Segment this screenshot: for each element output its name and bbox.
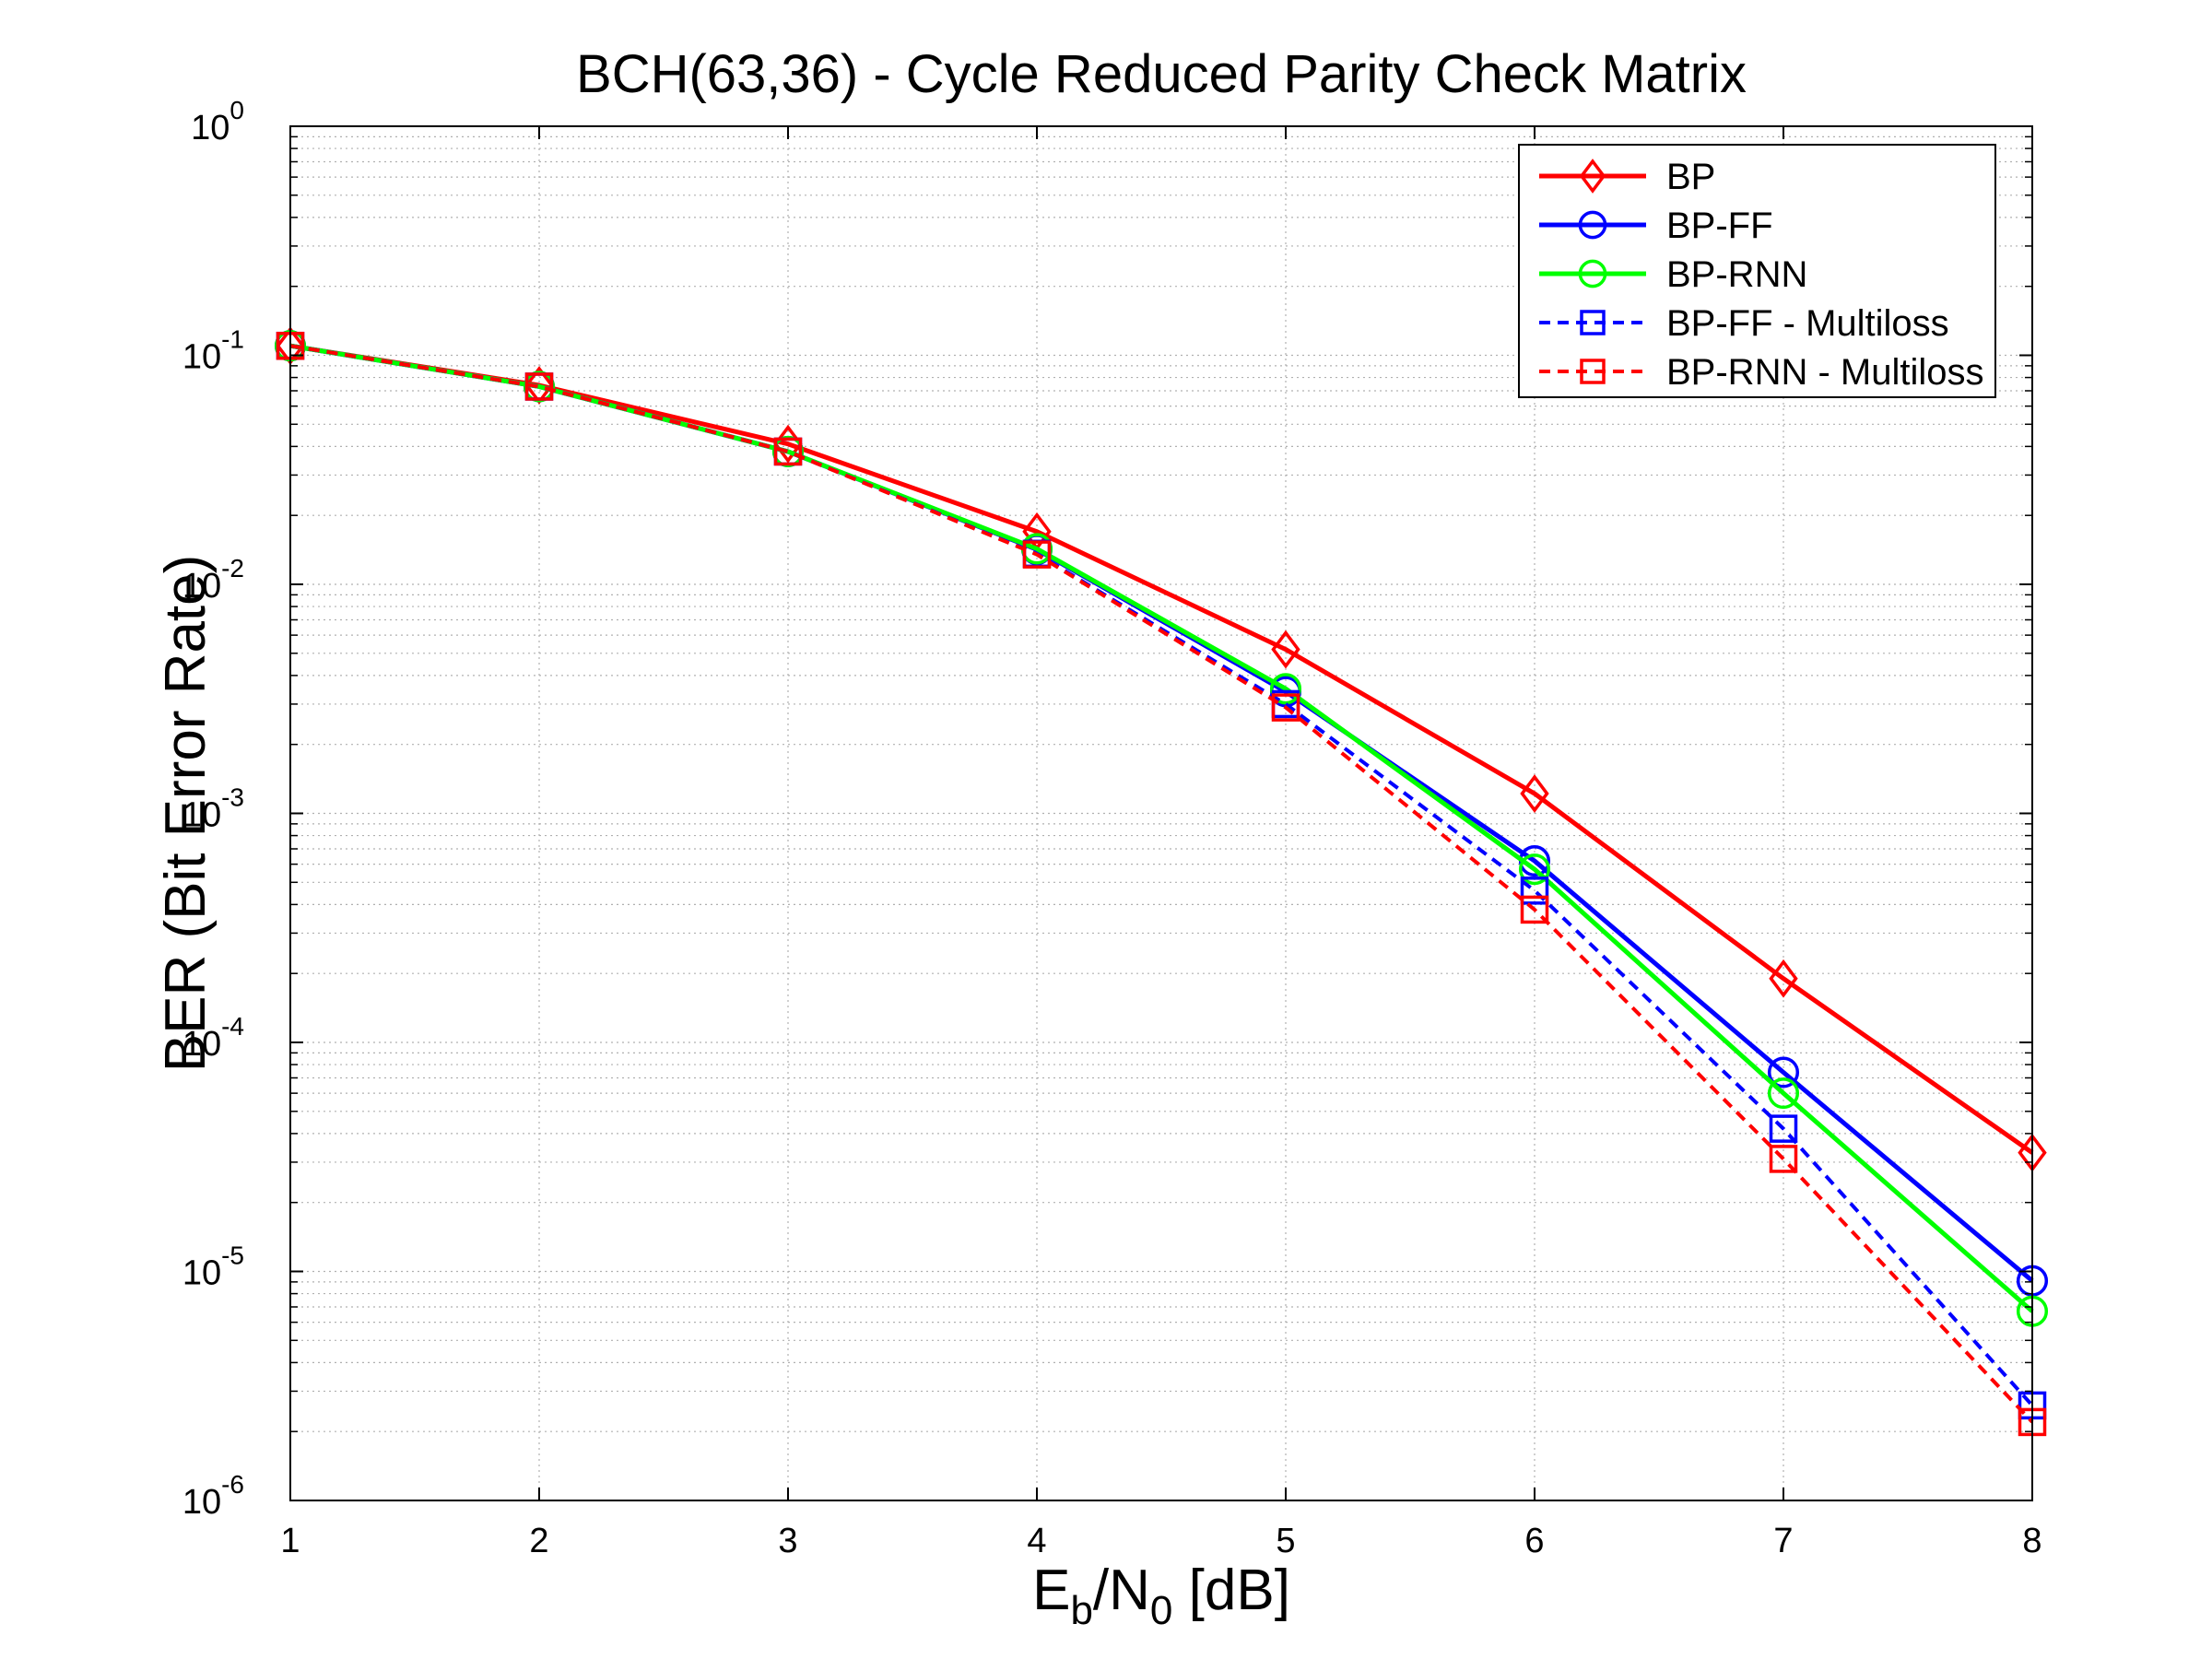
data-point xyxy=(1520,895,1549,924)
x-label-mid: /N xyxy=(1093,1559,1150,1622)
x-tick-label: 7 xyxy=(1773,1522,1793,1560)
x-tick-label: 1 xyxy=(280,1522,300,1560)
chart-title: BCH(63,36) - Cycle Reduced Parity Check … xyxy=(576,44,1747,104)
series-line xyxy=(289,343,2034,1155)
x-label-sub1: b xyxy=(1070,1588,1092,1633)
legend-marker xyxy=(1580,310,1606,335)
x-label-main: E xyxy=(1032,1559,1070,1622)
x-tick-label: 5 xyxy=(1276,1522,1295,1560)
data-point xyxy=(771,435,805,467)
legend-item: BP-RNN - Multiloss xyxy=(1539,352,1983,393)
x-tick-label: 2 xyxy=(529,1522,548,1560)
legend-item: BP-FF xyxy=(1539,206,1773,246)
x-tick-label: 6 xyxy=(1524,1522,1544,1560)
data-point xyxy=(523,371,556,403)
data-point xyxy=(1271,629,1300,669)
data-point xyxy=(1269,673,1302,705)
y-tick-label: 10-2 xyxy=(182,554,244,606)
legend-item: BP-RNN xyxy=(1539,254,1807,295)
data-point xyxy=(1769,1114,1798,1143)
legend-marker xyxy=(1578,259,1607,288)
legend-marker xyxy=(1579,159,1606,194)
y-tick-label: 10-5 xyxy=(182,1241,244,1293)
y-tick-label: 10-4 xyxy=(182,1012,244,1064)
y-tick-label: 100 xyxy=(191,96,244,147)
axis-ticks: 1 2 3 4 5 6 7 8 100 10-1 10-2 10-3 10-4 10-5 10-6 xyxy=(182,96,2042,1560)
y-axis-label: BER (Bit Error Rate) xyxy=(154,555,218,1073)
legend-label: BP-FF xyxy=(1666,206,1773,246)
legend-label: BP-RNN - Multiloss xyxy=(1666,352,1983,393)
data-point xyxy=(1767,1077,1800,1110)
x-tick-label: 3 xyxy=(778,1522,797,1560)
x-label-sub2: 0 xyxy=(1150,1588,1172,1633)
x-tick-label: 8 xyxy=(2022,1522,2041,1560)
data-point xyxy=(773,437,803,466)
legend-label: BP xyxy=(1666,157,1715,197)
legend-item: BP-FF - Multiloss xyxy=(1539,303,1949,344)
data-point xyxy=(1518,853,1551,886)
series-group xyxy=(274,326,2049,1437)
legend: BP BP-FF BP-RNN BP-FF - Multiloss BP-RNN - M… xyxy=(1518,144,1996,398)
x-tick-label: 4 xyxy=(1027,1522,1046,1560)
data-point xyxy=(1767,1056,1800,1088)
data-point xyxy=(524,372,554,401)
data-point xyxy=(1271,693,1300,722)
data-point xyxy=(1520,774,1549,813)
y-tick-label: 10-6 xyxy=(182,1470,244,1522)
legend-item: BP xyxy=(1539,157,1715,197)
series-line xyxy=(289,344,2034,1424)
legend-box xyxy=(1518,144,1996,398)
data-point xyxy=(1022,540,1052,569)
x-label-tail: [dB] xyxy=(1172,1559,1290,1622)
x-axis-label: Eb/N0 [dB] xyxy=(1032,1559,1290,1633)
legend-marker xyxy=(1580,359,1606,384)
y-tick-label: 10-3 xyxy=(182,783,244,835)
data-point xyxy=(1769,1145,1798,1173)
legend-marker xyxy=(1578,210,1607,240)
legend-label: BP-RNN xyxy=(1666,254,1807,295)
data-point xyxy=(1520,877,1549,905)
y-tick-label: 10-1 xyxy=(182,325,244,377)
legend-label: BP-FF - Multiloss xyxy=(1666,303,1949,344)
data-point xyxy=(1769,959,1798,998)
grid xyxy=(290,126,2032,1500)
